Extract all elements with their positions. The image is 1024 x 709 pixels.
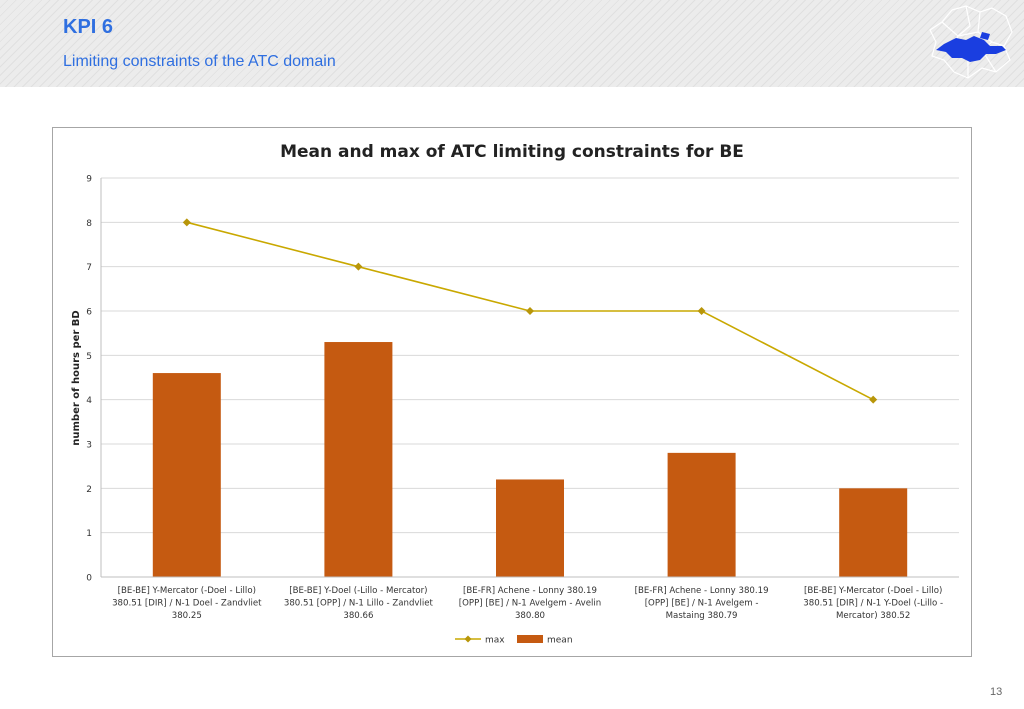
page-subtitle: Limiting constraints of the ATC domain	[63, 53, 336, 70]
y-tick-label: 7	[86, 263, 92, 273]
y-tick-label: 0	[86, 574, 92, 584]
bar-mean	[496, 479, 564, 577]
x-tick-label: 380.51 [DIR] / N-1 Doel - Zandvliet	[112, 599, 262, 609]
y-axis-label: number of hours per BD	[71, 310, 82, 445]
x-tick-label: Mastaing 380.79	[666, 611, 738, 621]
bar-mean	[839, 488, 908, 577]
x-tick-label: 380.51 [DIR] / N-1 Y-Doel (-Lillo -	[803, 599, 943, 609]
x-tick-label: [BE-BE] Y-Doel (-Lillo - Mercator)	[289, 586, 427, 596]
legend-swatch-mean	[517, 635, 543, 643]
y-tick-label: 9	[86, 175, 92, 185]
marker-max	[869, 395, 878, 404]
page-number: 13	[990, 686, 1003, 698]
y-tick-label: 3	[86, 441, 92, 451]
chart-panel: Mean and max of ATC limiting constraints…	[52, 127, 972, 657]
bar-mean	[152, 373, 221, 577]
y-tick-label: 2	[86, 485, 92, 495]
legend-marker-max	[464, 635, 472, 643]
marker-max	[182, 218, 191, 227]
page-title: KPI 6	[63, 16, 114, 38]
marker-max	[526, 307, 534, 315]
y-tick-label: 6	[86, 308, 92, 318]
legend-label-max: max	[485, 636, 505, 646]
x-tick-label: 380.66	[343, 611, 373, 621]
x-tick-label: [OPP] [BE] / N-1 Avelgem - Avelin	[459, 599, 601, 609]
x-tick-label: [BE-FR] Achene - Lonny 380.19	[463, 586, 597, 596]
x-tick-label: [BE-BE] Y-Mercator (-Doel - Lillo)	[118, 586, 256, 596]
y-tick-label: 4	[86, 396, 92, 406]
legend-label-mean: mean	[547, 636, 573, 646]
marker-max	[354, 262, 363, 271]
x-tick-label: [OPP] [BE] / N-1 Avelgem -	[645, 599, 759, 609]
marker-max	[697, 307, 706, 315]
x-tick-label: [BE-FR] Achene - Lonny 380.19	[635, 586, 769, 596]
x-tick-label: Mercator) 380.52	[836, 611, 910, 621]
chart-canvas: Mean and max of ATC limiting constraints…	[71, 142, 959, 646]
bar-mean	[667, 452, 736, 577]
x-tick-label: [BE-BE] Y-Mercator (-Doel - Lillo)	[804, 586, 942, 596]
chart-title: Mean and max of ATC limiting constraints…	[280, 142, 744, 162]
x-tick-label: 380.80	[515, 611, 545, 621]
x-tick-label: 380.25	[172, 611, 202, 621]
bar-mean	[324, 342, 393, 577]
y-tick-label: 8	[86, 219, 92, 229]
y-tick-label: 5	[86, 352, 92, 362]
page-header: KPI 6 Limiting constraints of the ATC do…	[0, 0, 1024, 87]
europe-map-icon	[929, 5, 1013, 79]
x-tick-label: 380.51 [OPP] / N-1 Lillo - Zandvliet	[284, 599, 434, 609]
y-tick-label: 1	[86, 529, 92, 539]
